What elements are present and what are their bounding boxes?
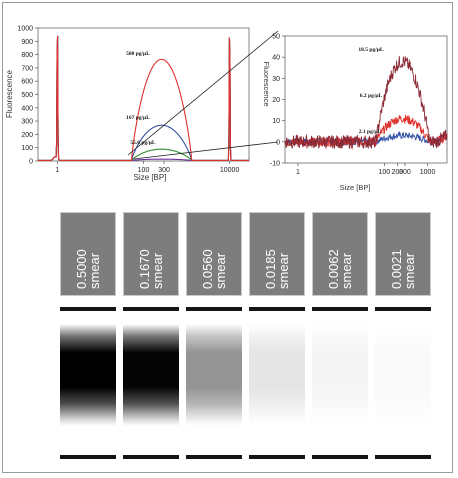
gel-lane: 0.1670 smear	[123, 212, 179, 462]
annotation-18-5: 18.5 pg/µL	[358, 47, 384, 53]
main-y-tick-label: 400	[21, 105, 33, 112]
inset-y-tick-label: 50	[272, 34, 280, 41]
lane-smear-label: smear	[213, 252, 228, 289]
main-plot-area	[37, 27, 250, 162]
inset-x-tick-label: 1	[296, 169, 300, 176]
gel-lane: 0.0021 smear	[375, 212, 431, 462]
annotation-6-2: 6.2 pg/µL	[360, 93, 383, 99]
main-y-tick-label: 800	[21, 52, 33, 59]
inset-x-axis-label: Size [BP]	[340, 183, 371, 192]
inset-y-tick-label: 10	[272, 118, 280, 125]
lane-smear-label: smear	[150, 252, 165, 289]
gel-lane: 0.5000 smear	[60, 212, 116, 462]
inset-series-line	[284, 56, 448, 150]
smear-band	[60, 324, 116, 426]
lower-marker-band	[312, 455, 368, 459]
lane-smear-label: smear	[402, 252, 417, 289]
zoom-callout-lines	[127, 30, 279, 160]
upper-marker-band	[249, 307, 305, 311]
lane-label-text: 0.0185 smear	[263, 209, 294, 289]
inset-x-tick-label: 300	[399, 169, 411, 176]
lane-smear-label: smear	[276, 252, 291, 289]
inset-y-tick-label: 0	[276, 139, 280, 146]
lower-marker-band	[375, 455, 431, 459]
inset-y-tick-label: -10	[270, 161, 280, 168]
lane-label-tile: 0.0021 smear	[375, 212, 431, 296]
lane-smear-label: smear	[87, 252, 102, 289]
lane-label-tile: 0.0062 smear	[312, 212, 368, 296]
smear-band	[249, 324, 305, 426]
main-x-tick-label: 1	[55, 167, 59, 174]
lower-marker-band	[249, 455, 305, 459]
gel-lane: 0.0062 smear	[312, 212, 368, 462]
inset-x-tick-label: 1000	[420, 169, 436, 176]
main-y-tick-label: 100	[21, 145, 33, 152]
main-y-tick-label: 0	[29, 159, 33, 166]
upper-marker-band	[186, 307, 242, 311]
main-y-axis-label: Fluorescence	[5, 69, 14, 118]
annotation-2-1: 2.1 pg/µL	[359, 129, 382, 135]
upper-marker-band	[375, 307, 431, 311]
inset-y-tick-label: 40	[272, 55, 280, 62]
main-y-tick-label: 900	[21, 39, 33, 46]
main-series-line	[38, 35, 249, 162]
main-y-tick-label: 1000	[17, 26, 33, 33]
smear-band	[123, 324, 179, 426]
smear-band	[186, 324, 242, 426]
gel-lane: 0.0185 smear	[249, 212, 305, 462]
main-x-tick-label: 10000	[220, 167, 240, 174]
main-y-tick-label: 600	[21, 79, 33, 86]
inset-x-tick-label: 200	[392, 169, 404, 176]
lower-marker-band	[123, 455, 179, 459]
lower-marker-band	[60, 455, 116, 459]
lane-label-tile: 0.0185 smear	[249, 212, 305, 296]
lane-label-tile: 0.5000 smear	[60, 212, 116, 296]
smear-band	[312, 324, 368, 426]
lane-label-text: 0.0021 smear	[389, 209, 420, 289]
upper-marker-band	[312, 307, 368, 311]
lane-label-text: 0.1670 smear	[137, 209, 168, 289]
annotation-500: 500 pg/µL	[126, 51, 150, 57]
gel-lane: 0.0560 smear	[186, 212, 242, 462]
inset-x-tick-label: 100	[379, 169, 391, 176]
lane-label-text: 0.0062 smear	[326, 209, 357, 289]
smear-band	[375, 324, 431, 426]
inset-y-tick-label: 20	[272, 97, 280, 104]
main-y-tick-label: 700	[21, 65, 33, 72]
lane-smear-label: smear	[339, 252, 354, 289]
main-y-tick-label: 300	[21, 119, 33, 126]
main-y-tick-label: 200	[21, 132, 33, 139]
lower-marker-band	[186, 455, 242, 459]
upper-marker-band	[123, 307, 179, 311]
inset-y-tick-label: 30	[272, 76, 280, 83]
main-x-tick-label: 100	[138, 167, 150, 174]
upper-marker-band	[60, 307, 116, 311]
lane-label-text: 0.0560 smear	[200, 209, 231, 289]
main-x-tick-label: 300	[158, 167, 170, 174]
lane-label-tile: 0.0560 smear	[186, 212, 242, 296]
annotation-55-6: 55.6 pg/µL	[130, 140, 156, 146]
lane-label-text: 0.5000 smear	[74, 209, 105, 289]
gel-image: 0.5000 smear 0.1670 smear 0.0560 smear 0.0185 s…	[60, 212, 438, 462]
main-x-axis-label: Size [BP]	[134, 173, 167, 182]
annotation-167: 167 pg/µL	[126, 115, 150, 121]
inset-y-axis-label: Fluorescence	[262, 61, 271, 106]
main-y-tick-label: 500	[21, 92, 33, 99]
lane-label-tile: 0.1670 smear	[123, 212, 179, 296]
